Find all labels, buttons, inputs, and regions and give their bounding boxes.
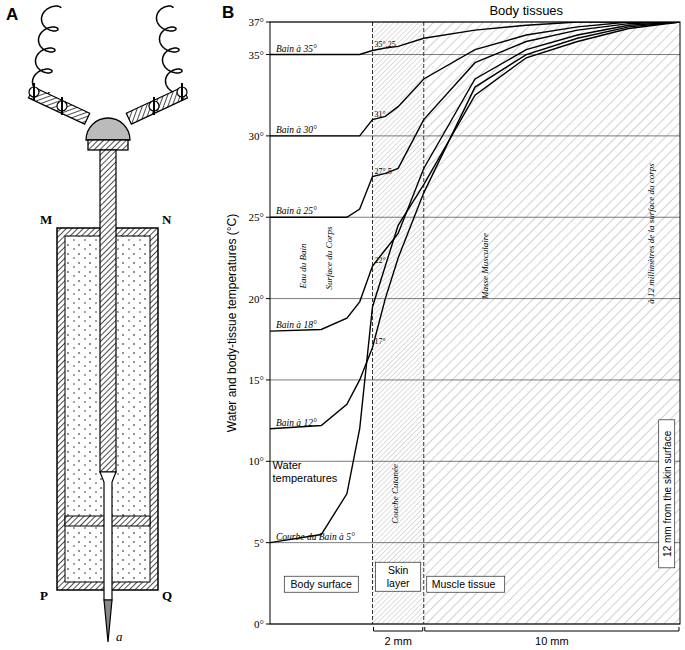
temperature-line <box>270 22 680 331</box>
tick-label: 5° <box>254 537 264 549</box>
tick <box>266 22 270 23</box>
panel-a: A M N P Qa <box>6 5 188 644</box>
panel-label: A <box>6 5 18 24</box>
tick <box>266 135 270 136</box>
temperature-line <box>270 22 680 217</box>
needle <box>104 600 112 642</box>
corner-label: N <box>162 212 172 227</box>
grid-line <box>270 379 680 380</box>
lines <box>270 22 680 543</box>
tip-label: a <box>116 629 123 644</box>
region-label: Skinlayer <box>387 564 410 589</box>
screw-pin <box>33 83 35 101</box>
tick-label: 37° <box>249 16 264 28</box>
panel-b: B 0° 5° 10° 15° 20° 25° 30° 35° 37° Water and body… <box>222 3 680 647</box>
region-box <box>284 576 358 592</box>
region-boundary <box>423 22 424 624</box>
region-label-line: Skin <box>388 564 409 576</box>
span-label: 10 mm <box>535 635 569 647</box>
region-note-line: Water <box>273 459 302 471</box>
wire <box>157 6 186 94</box>
depth-box <box>659 420 675 568</box>
tick-label: 35° <box>249 49 264 61</box>
tick-label: 10° <box>249 455 264 467</box>
axis-title: Water and body-tissue temperatures (°C) <box>225 214 239 432</box>
temperature-line <box>270 22 680 429</box>
annotation: 27°,5 <box>375 167 392 176</box>
screw-pin <box>61 97 63 115</box>
tick <box>266 298 270 299</box>
annotation: 35°,25 <box>375 40 396 49</box>
vertical-note: Eau du Bain <box>298 243 308 289</box>
region-label-line: Body surface <box>291 578 352 590</box>
tick-label: 20° <box>249 293 264 305</box>
region-label: Body surface <box>291 578 352 590</box>
vertical-note: Masse Musculaire <box>480 233 490 300</box>
rod <box>100 150 116 472</box>
annotation: 31° <box>375 110 386 119</box>
tube <box>100 472 116 600</box>
region-label: Muscle tissue <box>432 578 496 590</box>
panel-label: B <box>222 3 234 22</box>
screw-pin <box>181 83 183 101</box>
region-boundary <box>372 22 373 624</box>
temperature-line <box>270 22 680 543</box>
series-label: Bain à 35° <box>276 44 317 54</box>
region-box <box>427 576 505 592</box>
region-fill <box>373 22 424 624</box>
region-box <box>376 562 421 591</box>
span-bracket <box>374 627 423 631</box>
tick <box>266 542 270 543</box>
tick-label: 0° <box>254 618 264 630</box>
region-note-line: temperatures <box>273 472 338 484</box>
screw-pin <box>153 97 155 115</box>
cap-plate <box>88 140 128 150</box>
annotation: 17° <box>375 337 386 346</box>
canvas: A M N P Qa B 0° 5° 10° 15° 20° 25° 30° 35° 37° Water an… <box>0 0 685 650</box>
vertical-note: à 12 millimètres de la surface du corps <box>646 163 656 304</box>
tick <box>266 624 270 625</box>
title: Body tissues <box>489 3 563 18</box>
connector <box>28 87 89 124</box>
corner-label: M <box>40 212 52 227</box>
span-label: 2 mm <box>384 635 412 647</box>
connector <box>126 87 187 124</box>
grid-line <box>270 298 680 299</box>
tick-label: 30° <box>249 130 264 142</box>
region-note: Watertemperatures <box>273 459 338 484</box>
annotation: 22° <box>375 256 386 265</box>
region-label-line: layer <box>387 577 410 589</box>
corner-label: P <box>40 588 48 603</box>
wire <box>33 6 62 94</box>
series-label: Bain à 18° <box>276 320 317 330</box>
plot-frame <box>270 22 680 624</box>
region-label-line: Muscle tissue <box>432 578 496 590</box>
series-label: Bain à 30° <box>276 125 317 135</box>
grid-line <box>270 461 680 462</box>
series-label: Bain à 25° <box>276 206 317 216</box>
series-label: Bain à 12° <box>276 418 317 428</box>
figure: A M N P Qa B 0° 5° 10° 15° 20° 25° 30° 35° 37° Water an… <box>0 0 685 650</box>
span-bracket <box>425 627 679 631</box>
tick-label: 25° <box>249 211 264 223</box>
grid-line <box>270 542 680 543</box>
series-label: Courbe du Bain à 5° <box>276 532 355 542</box>
tick <box>266 217 270 218</box>
tick <box>266 379 270 380</box>
tick <box>266 461 270 462</box>
tick-label: 15° <box>249 374 264 386</box>
corner-label: Q <box>162 588 172 603</box>
depth-label: 12 mm from the skin surface <box>662 430 673 557</box>
vertical-note: Couche Cutanée <box>390 464 400 524</box>
tick <box>266 54 270 55</box>
vertical-note: Surface du Corps <box>324 226 334 289</box>
cap <box>86 118 130 140</box>
